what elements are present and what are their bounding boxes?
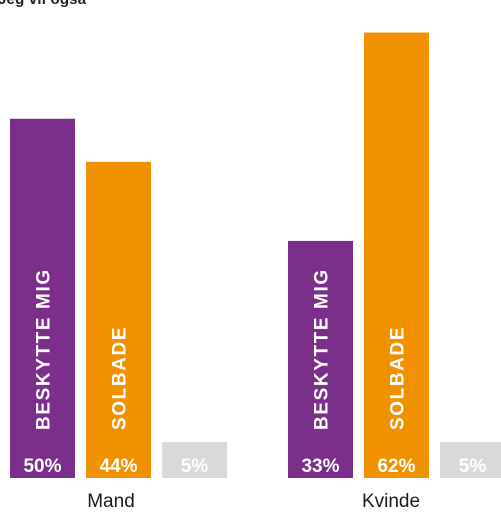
- bar-beskytte-mig-mand: [10, 118, 75, 479]
- x-tick-label: Kvinde: [362, 491, 420, 512]
- bar-series-label: SOLBADE: [110, 326, 131, 430]
- bar-group-mand: BESKYTTE MIG 50% SOLBADE 44% 5%: [10, 118, 227, 479]
- bar-solbade-mand: [86, 161, 151, 478]
- value-label: 5%: [181, 456, 209, 477]
- value-label: 50%: [23, 456, 61, 477]
- value-label: 44%: [99, 456, 137, 477]
- bar-solbade-kvinde: [364, 32, 429, 479]
- bar-other-kvinde: [440, 442, 501, 478]
- bar-series-label: BESKYTTE MIG: [34, 268, 55, 430]
- value-label: 33%: [301, 456, 339, 477]
- chart-title: Jeg vil også: [0, 0, 86, 8]
- x-tick-label: Mand: [87, 491, 135, 512]
- value-label: 5%: [459, 456, 487, 477]
- bar-other-mand: [162, 442, 227, 478]
- bar-series-label: BESKYTTE MIG: [312, 268, 333, 430]
- bar-series-label: SOLBADE: [388, 326, 409, 430]
- bar-group-kvinde: BESKYTTE MIG 33% SOLBADE 62% 5%: [288, 32, 501, 479]
- value-label: 62%: [377, 456, 415, 477]
- bar-beskytte-mig-kvinde: [288, 240, 353, 478]
